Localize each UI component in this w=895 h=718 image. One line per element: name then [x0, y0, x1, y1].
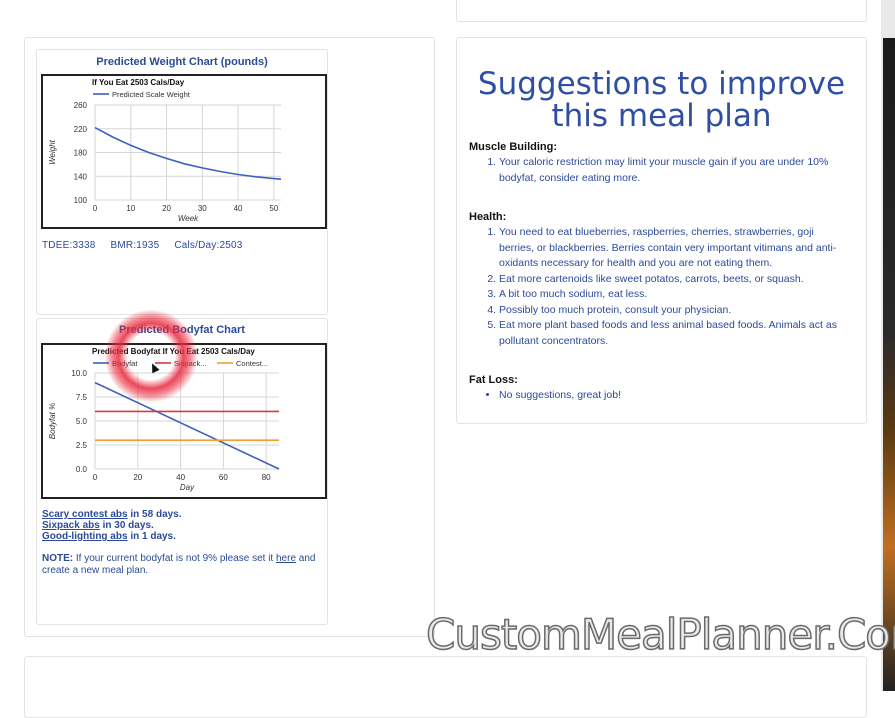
- y-tick-label: 10.0: [71, 369, 87, 378]
- cursor-highlight: [105, 310, 197, 402]
- x-tick-label: 20: [162, 204, 171, 213]
- weight-chart: If You Eat 2503 Cals/Day 0 10 20 30 40 50 100 14…: [48, 78, 282, 223]
- x-tick-label: 0: [93, 204, 98, 213]
- suggestions-title: Suggestions to improve this meal plan: [477, 66, 846, 134]
- health-list: You need to eat blueberries, raspberries…: [469, 225, 839, 349]
- y-axis-label: Weight: [48, 139, 57, 165]
- suggestions-panel: Suggestions to improve this meal plan Mu…: [456, 37, 867, 424]
- y-axis-label: Bodyfat %: [48, 403, 57, 439]
- bodyfat-note: NOTE: If your current bodyfat is not 9% …: [42, 553, 316, 576]
- sixpack-abs-link[interactable]: Sixpack abs: [42, 520, 100, 531]
- x-tick-label: 0: [93, 473, 98, 482]
- weight-chart-frame: If You Eat 2503 Cals/Day 0 10 20 30 40 50 100 14…: [41, 74, 327, 229]
- abs-line-sixpack: Sixpack abs in 30 days.: [42, 520, 154, 531]
- fat-loss-heading: Fat Loss:: [469, 374, 518, 386]
- y-tick-label: 140: [74, 172, 88, 181]
- abs-line-lighting: Good-lighting abs in 1 days.: [42, 531, 176, 542]
- x-axis-label: Week: [178, 214, 199, 223]
- tdee-value: TDEE:3338: [42, 240, 96, 251]
- fat-loss-list: No suggestions, great job!: [469, 388, 839, 404]
- list-item: A bit too much sodium, eat less.: [499, 287, 839, 303]
- set-bodyfat-link[interactable]: here: [276, 553, 297, 564]
- good-lighting-abs-link[interactable]: Good-lighting abs: [42, 531, 128, 542]
- muscle-building-list: Your caloric restriction may limit your …: [469, 155, 839, 186]
- x-axis-label: Day: [180, 483, 195, 492]
- y-tick-label: 5.0: [76, 417, 88, 426]
- y-tick-label: 0.0: [76, 465, 88, 474]
- top-right-panel: [456, 0, 867, 22]
- contest-abs-link[interactable]: Scary contest abs: [42, 509, 128, 520]
- right-edge-video: [883, 38, 895, 691]
- y-tick-label: 100: [74, 196, 88, 205]
- x-tick-label: 30: [198, 204, 207, 213]
- x-tick-label: 50: [269, 204, 278, 213]
- y-tick-label: 7.5: [76, 393, 88, 402]
- list-item: Possibly too much protein, consult your …: [499, 303, 839, 319]
- cals-value: Cals/Day:2503: [174, 240, 243, 251]
- y-tick-label: 180: [74, 149, 88, 158]
- series-line: [94, 381, 280, 470]
- watermark-logo: CustomMealPlanner.Com: [425, 609, 895, 660]
- series-line: [94, 126, 282, 180]
- health-heading: Health:: [469, 211, 507, 223]
- muscle-building-heading: Muscle Building:: [469, 141, 557, 153]
- abs-line-contest: Scary contest abs in 58 days.: [42, 509, 182, 520]
- list-item: Your caloric restriction may limit your …: [499, 155, 839, 186]
- legend-entry: Predicted Scale Weight: [112, 90, 191, 99]
- chart-title: If You Eat 2503 Cals/Day: [92, 78, 185, 87]
- x-tick-label: 10: [126, 204, 135, 213]
- legend-entry: Contest...: [236, 359, 268, 368]
- abs-predictions: Scary contest abs in 58 days. Sixpack ab…: [42, 509, 182, 542]
- weight-chart-panel: Predicted Weight Chart (pounds) If You E…: [36, 49, 328, 315]
- x-tick-label: 40: [176, 473, 185, 482]
- y-tick-label: 220: [74, 125, 88, 134]
- list-item: Eat more plant based foods and less anim…: [499, 318, 839, 349]
- y-tick-label: 260: [74, 101, 88, 110]
- x-tick-label: 40: [234, 204, 243, 213]
- bmr-value: BMR:1935: [110, 240, 160, 251]
- x-tick-label: 60: [219, 473, 228, 482]
- list-item: No suggestions, great job!: [499, 388, 839, 404]
- weight-chart-heading: Predicted Weight Chart (pounds): [96, 56, 268, 68]
- weight-stats: TDEE:3338 BMR:1935 Cals/Day:2503: [42, 240, 255, 251]
- list-item: Eat more cartenoids like sweet potatos, …: [499, 272, 839, 288]
- bottom-panel: [24, 656, 867, 718]
- list-item: You need to eat blueberries, raspberries…: [499, 225, 839, 272]
- x-tick-label: 20: [133, 473, 142, 482]
- x-tick-label: 80: [262, 473, 271, 482]
- y-tick-label: 2.5: [76, 441, 88, 450]
